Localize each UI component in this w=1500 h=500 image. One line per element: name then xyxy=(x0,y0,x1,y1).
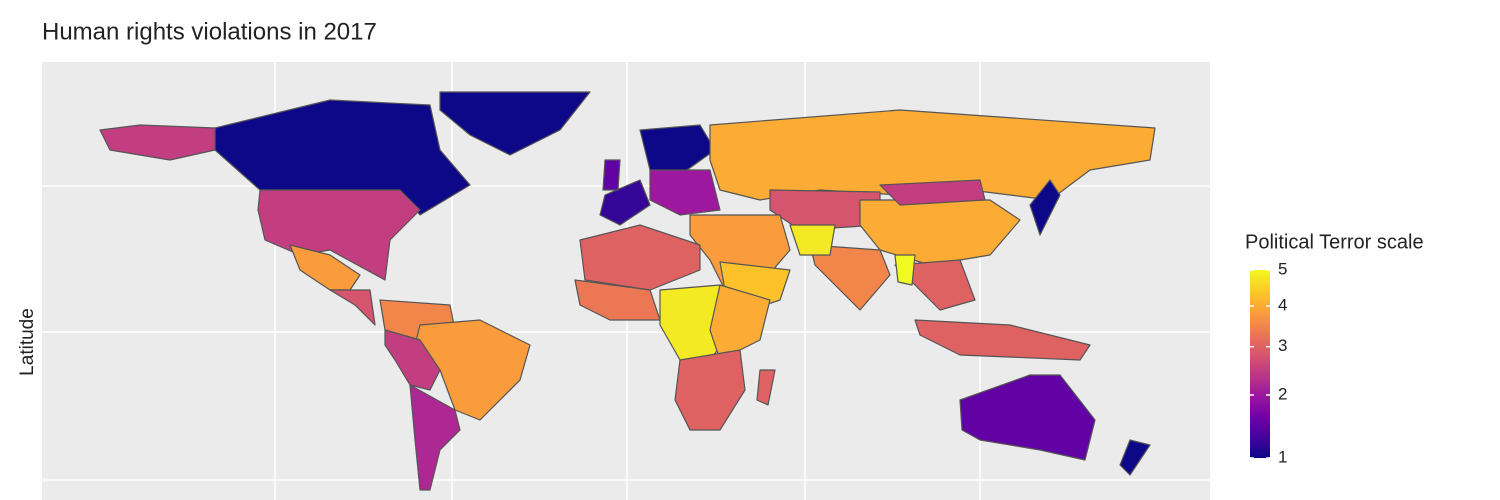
legend-tick-label: 4 xyxy=(1278,295,1287,314)
region xyxy=(1119,439,1151,476)
colorbar xyxy=(1250,270,1270,458)
region xyxy=(602,159,621,191)
region xyxy=(639,124,716,176)
countries xyxy=(99,91,1156,491)
region xyxy=(914,319,1091,361)
region xyxy=(329,289,376,326)
legend-tick-label: 1 xyxy=(1278,447,1287,466)
region xyxy=(409,384,461,491)
legend-tick-label: 5 xyxy=(1278,259,1287,278)
region xyxy=(574,279,661,321)
region xyxy=(674,349,746,431)
region xyxy=(879,179,986,206)
region xyxy=(1029,179,1061,236)
region xyxy=(894,259,976,311)
region xyxy=(959,374,1096,461)
region xyxy=(257,189,421,281)
region xyxy=(384,329,441,391)
region xyxy=(579,224,701,291)
y-axis-label: Latitude xyxy=(17,308,38,376)
region xyxy=(769,189,881,231)
region xyxy=(599,179,651,226)
region xyxy=(439,91,591,156)
region xyxy=(789,224,836,256)
region xyxy=(649,169,721,216)
region xyxy=(99,124,216,161)
legend-tick-label: 2 xyxy=(1278,384,1287,403)
legend-tick-label: 3 xyxy=(1278,336,1287,355)
legend: 1 2 3 4 5 xyxy=(1250,259,1287,466)
region xyxy=(756,369,776,406)
region xyxy=(894,254,916,286)
map-title: Human rights violations in 2017 xyxy=(42,18,377,45)
region xyxy=(214,99,471,216)
legend-title: Political Terror scale xyxy=(1245,231,1424,253)
